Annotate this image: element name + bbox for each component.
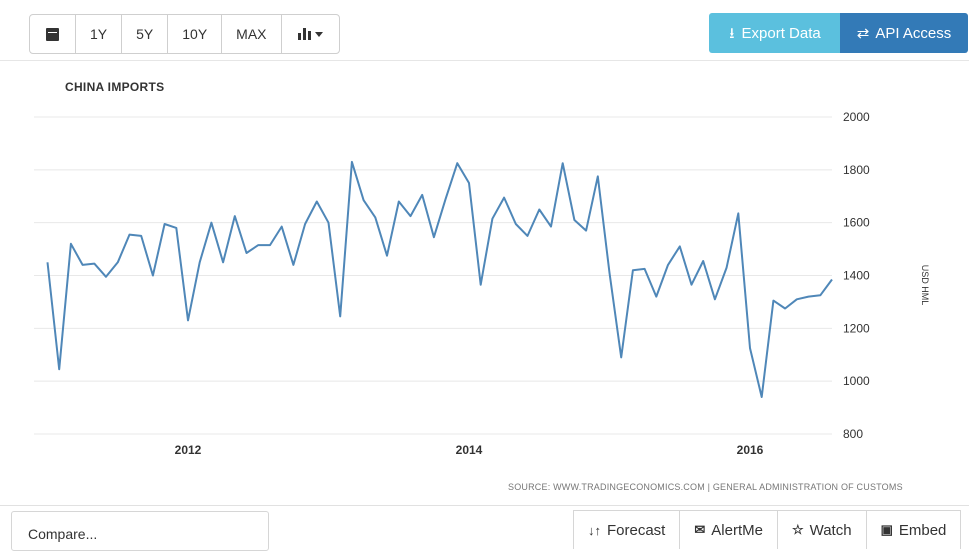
chevron-down-icon <box>314 31 323 37</box>
chart-type-dropdown[interactable] <box>282 15 339 53</box>
y-tick-label: 800 <box>843 427 863 441</box>
embed-tab[interactable]: ▣ Embed <box>867 511 961 549</box>
y-tick-label: 1200 <box>843 321 870 335</box>
range-1y-button[interactable]: 1Y <box>76 15 123 53</box>
api-access-label: API Access <box>875 24 952 42</box>
y-tick-label: 2000 <box>843 110 870 124</box>
range-toolbar: 1Y 5Y 10Y MAX <box>29 14 340 54</box>
embed-label: Embed <box>898 521 947 539</box>
forecast-label: Forecast <box>607 521 666 539</box>
watch-tab[interactable]: ☆ Watch <box>778 511 867 549</box>
source-text: SOURCE: WWW.TRADINGECONOMICS.COM | GENER… <box>508 482 903 492</box>
calendar-button[interactable] <box>30 15 76 53</box>
footer-divider <box>0 505 969 506</box>
x-tick-label: 2014 <box>456 443 483 457</box>
range-5y-button[interactable]: 5Y <box>122 15 169 53</box>
exchange-icon: ⇄ <box>856 24 870 42</box>
range-max-button[interactable]: MAX <box>222 15 282 53</box>
y-tick-label: 1600 <box>843 216 870 230</box>
compare-input[interactable]: Compare... <box>11 511 269 551</box>
export-data-button[interactable]: ⭳ Export Data <box>709 13 841 53</box>
y-tick-label: 1400 <box>843 269 870 283</box>
sort-icon: ↓↑ <box>588 522 601 538</box>
alertme-tab[interactable]: ✉ AlertMe <box>680 511 778 549</box>
api-access-button[interactable]: ⇄ API Access <box>840 13 968 53</box>
series-line <box>46 160 833 398</box>
y-axis-label: USD HML <box>920 265 930 306</box>
envelope-icon: ✉ <box>694 522 706 537</box>
alertme-label: AlertMe <box>711 521 763 539</box>
x-tick-label: 2016 <box>737 443 764 457</box>
y-tick-label: 1800 <box>843 163 870 177</box>
download-icon: ⭳ <box>729 24 735 42</box>
x-tick-label: 2012 <box>175 443 202 457</box>
star-icon: ☆ <box>791 522 804 537</box>
bar-chart-icon <box>297 28 311 40</box>
footer-tabs: ↓↑ Forecast ✉ AlertMe ☆ Watch ▣ Embed <box>573 510 962 549</box>
image-icon: ▣ <box>880 522 893 537</box>
range-10y-button[interactable]: 10Y <box>168 15 223 53</box>
export-data-label: Export Data <box>741 24 821 42</box>
forecast-tab[interactable]: ↓↑ Forecast <box>574 511 681 549</box>
header-divider <box>0 60 969 61</box>
chart-title: CHINA IMPORTS <box>65 80 165 94</box>
y-tick-label: 1000 <box>843 374 870 388</box>
calendar-icon <box>46 27 59 41</box>
watch-label: Watch <box>809 521 852 539</box>
